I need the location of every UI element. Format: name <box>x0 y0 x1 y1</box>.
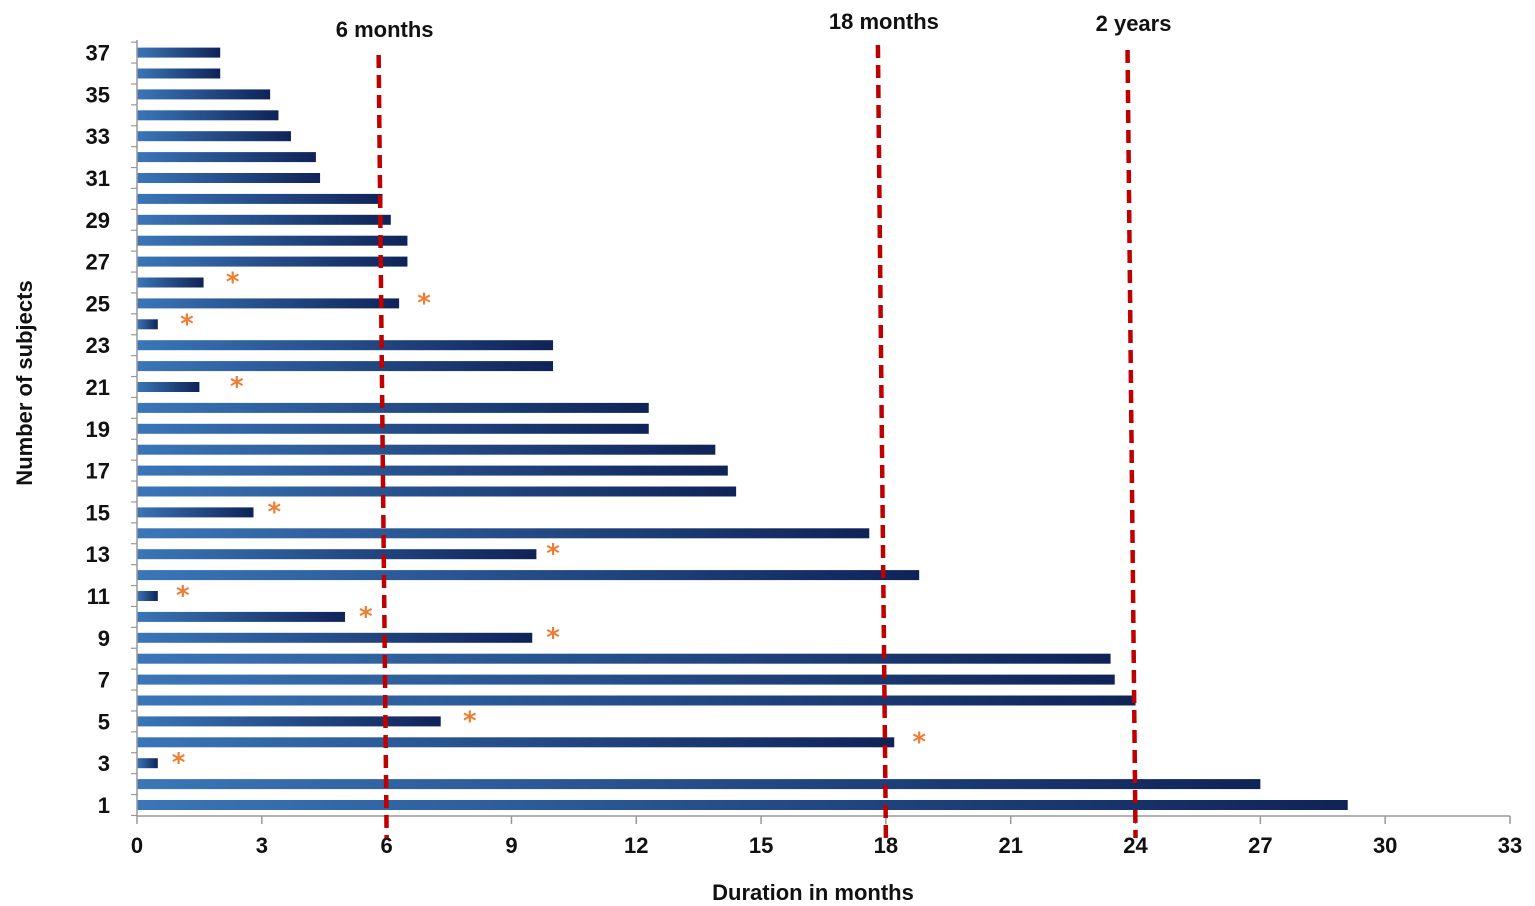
censored-marker: * <box>463 706 477 736</box>
axes-group <box>136 40 1510 817</box>
bar-subject-33 <box>137 131 291 142</box>
x-axis-title: Duration in months <box>712 880 914 905</box>
bar-subject-11 <box>137 591 158 601</box>
bar-subject-14 <box>137 528 870 539</box>
censored-marker: * <box>417 288 431 318</box>
bar-subject-34 <box>137 110 279 121</box>
bar-subject-31 <box>137 173 321 183</box>
x-tick-label: 9 <box>505 833 517 858</box>
y-axis-title: Number of subjects <box>12 280 37 485</box>
y-tick-label: 35 <box>86 82 110 107</box>
x-tick-label: 3 <box>256 833 268 858</box>
censored-marker: * <box>546 539 560 569</box>
y-tick-label: 21 <box>86 375 110 400</box>
reference-lines: 6 months 18 months 2 years <box>336 9 1172 839</box>
y-tick-label: 37 <box>86 41 110 66</box>
censored-marker: * <box>267 497 281 527</box>
censored-marker: * <box>180 309 194 339</box>
y-tick-label: 9 <box>98 626 110 651</box>
censored-marker: * <box>230 372 244 402</box>
bar-subject-36 <box>137 68 221 79</box>
y-tick-label: 15 <box>86 500 110 525</box>
bar-subject-32 <box>137 152 316 163</box>
bar-subject-16 <box>137 486 737 497</box>
bar-subject-35 <box>137 89 271 100</box>
bar-subject-23 <box>137 340 554 351</box>
y-tick-label: 23 <box>86 333 110 358</box>
y-tick-label: 3 <box>98 751 110 776</box>
bar-subject-21 <box>137 382 200 392</box>
bar-subject-29 <box>137 214 391 225</box>
bar-subject-6 <box>137 695 1136 706</box>
bar-subject-5 <box>137 716 441 727</box>
bars-group <box>137 47 1348 810</box>
bar-subject-12 <box>137 570 920 581</box>
censored-marker: * <box>546 623 560 653</box>
y-tick-label: 31 <box>86 166 110 191</box>
x-tick-label: 0 <box>131 833 143 858</box>
reference-line <box>875 44 889 839</box>
censored-marker: * <box>176 581 190 611</box>
x-axis-ticks: 0 3 6 9 12 15 18 21 24 27 30 33 <box>131 816 1522 858</box>
bar-subject-24 <box>137 319 158 330</box>
bar-subject-22 <box>137 361 554 372</box>
y-tick-label: 11 <box>87 584 110 609</box>
reference-line-label: 6 months <box>336 17 434 42</box>
bar-subject-27 <box>137 256 408 267</box>
reference-line <box>376 54 389 839</box>
y-tick-label: 1 <box>98 793 110 818</box>
x-tick-label: 6 <box>381 833 393 858</box>
reference-line-label: 2 years <box>1096 11 1172 36</box>
bar-subject-17 <box>137 465 728 476</box>
reference-line-label: 18 months <box>829 9 939 34</box>
bar-subject-10 <box>137 611 346 622</box>
bar-subject-7 <box>137 674 1115 685</box>
censored-markers: * * * * * * * * * * * * <box>172 268 927 779</box>
bar-subject-9 <box>137 632 533 643</box>
censored-marker: * <box>912 727 926 757</box>
x-tick-label: 33 <box>1498 833 1522 858</box>
bar-subject-25 <box>137 298 400 309</box>
censored-marker: * <box>172 748 186 778</box>
y-tick-label: 5 <box>98 709 110 734</box>
bar-subject-8 <box>137 653 1111 664</box>
censored-marker: * <box>359 602 373 632</box>
y-tick-label: 33 <box>86 124 110 149</box>
x-tick-label: 21 <box>998 833 1022 858</box>
bar-subject-37 <box>137 47 221 58</box>
bar-subject-18 <box>137 444 716 455</box>
censored-marker: * <box>226 268 240 298</box>
x-tick-label: 12 <box>624 833 648 858</box>
y-tick-label: 13 <box>86 542 110 567</box>
y-tick-label: 17 <box>86 459 110 484</box>
bar-subject-3 <box>137 758 158 769</box>
x-tick-label: 27 <box>1248 833 1272 858</box>
bar-subject-15 <box>137 507 254 518</box>
reference-line <box>1125 49 1138 839</box>
y-tick-label: 25 <box>86 291 110 316</box>
bar-subject-4 <box>137 737 895 748</box>
y-tick-label: 29 <box>86 208 110 233</box>
x-tick-label: 30 <box>1373 833 1397 858</box>
y-tick-label: 7 <box>98 668 110 693</box>
bar-subject-28 <box>137 235 408 246</box>
bar-subject-20 <box>137 402 649 413</box>
bar-subject-19 <box>137 423 649 434</box>
bar-subject-13 <box>137 549 537 560</box>
y-tick-label: 27 <box>86 250 110 275</box>
y-tick-label: 19 <box>86 417 110 442</box>
bar-subject-26 <box>137 277 204 288</box>
x-tick-label: 15 <box>749 833 773 858</box>
bar-subject-30 <box>137 193 383 204</box>
bar-subject-2 <box>137 779 1261 790</box>
bar-subject-1 <box>137 800 1348 810</box>
